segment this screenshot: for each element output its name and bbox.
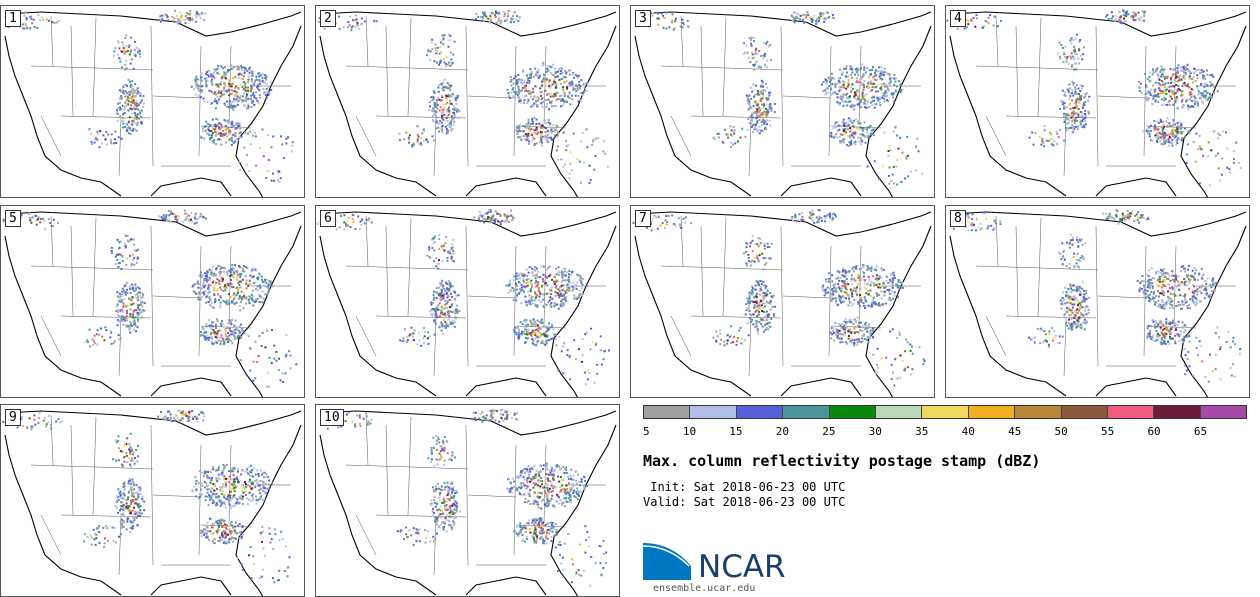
member-label: 3 bbox=[635, 10, 651, 27]
colorbar-segment bbox=[1200, 406, 1247, 418]
coastline bbox=[949, 11, 1247, 197]
stamp-panel: 3 bbox=[630, 5, 935, 198]
coastline bbox=[4, 211, 302, 397]
stamp-panel: 4 bbox=[945, 5, 1250, 198]
stamp-map bbox=[319, 408, 617, 596]
colorbar-ticks: 5 10 15 20 25 30 35 40 45 50 55 60 65 bbox=[643, 425, 1247, 439]
stamp-map bbox=[2, 209, 302, 397]
coastline bbox=[319, 11, 617, 197]
state-borders bbox=[345, 15, 606, 177]
colorbar-tick-label: 5 bbox=[643, 425, 650, 438]
colorbar-tick-label: 15 bbox=[729, 425, 743, 438]
colorbar-segment bbox=[829, 406, 876, 418]
member-label: 2 bbox=[320, 10, 336, 27]
ncar-logo-icon bbox=[643, 541, 691, 580]
stamp-map bbox=[317, 10, 617, 197]
coastline bbox=[634, 11, 932, 197]
colorbar-tick-label: 45 bbox=[1008, 425, 1022, 438]
coastline bbox=[319, 211, 617, 397]
reflectivity-field bbox=[949, 208, 1242, 383]
member-label: 6 bbox=[320, 210, 336, 227]
coastline bbox=[319, 410, 617, 596]
state-borders bbox=[30, 414, 291, 576]
coastline bbox=[4, 11, 302, 197]
colorbar-tick-label: 35 bbox=[915, 425, 929, 438]
reflectivity-field bbox=[4, 9, 294, 183]
init-time: Init: Sat 2018-06-23 00 UTC bbox=[643, 480, 846, 494]
reflectivity-field bbox=[946, 9, 1242, 187]
figure-title: Max. column reflectivity postage stamp (… bbox=[643, 452, 1041, 470]
colorbar-tick-label: 30 bbox=[868, 425, 882, 438]
colorbar-tick-label: 10 bbox=[682, 425, 697, 438]
site-url: ensemble.ucar.edu bbox=[653, 583, 756, 594]
member-label: 4 bbox=[950, 10, 966, 27]
state-borders bbox=[660, 215, 921, 377]
stamp-map bbox=[316, 209, 617, 397]
coastline bbox=[634, 211, 932, 397]
colorbar-tick-label: 50 bbox=[1054, 425, 1068, 438]
colorbar-segment bbox=[875, 406, 923, 418]
colorbar-tick-label: 40 bbox=[961, 425, 975, 438]
reflectivity-field bbox=[316, 209, 610, 386]
colorbar-segment bbox=[922, 406, 969, 418]
stamp-map bbox=[634, 11, 932, 197]
reflectivity-field bbox=[632, 209, 926, 387]
stamp-map bbox=[949, 208, 1247, 397]
colorbar-segment bbox=[1015, 406, 1062, 418]
stamp-panel: 10 bbox=[315, 404, 620, 597]
coastline bbox=[4, 410, 302, 596]
member-label: 1 bbox=[5, 10, 21, 27]
reflectivity-field bbox=[317, 10, 609, 184]
member-label: 8 bbox=[950, 210, 966, 227]
colorbar-tick-label: 20 bbox=[775, 425, 789, 438]
colorbar-segment bbox=[690, 406, 737, 418]
member-label: 5 bbox=[5, 210, 21, 227]
coastline bbox=[949, 211, 1247, 397]
colorbar-segment bbox=[1061, 406, 1108, 418]
stamp-panel: 7 bbox=[630, 205, 935, 398]
colorbar-tick-label: 55 bbox=[1100, 425, 1115, 438]
member-label: 9 bbox=[5, 409, 21, 426]
stamp-map bbox=[2, 409, 302, 596]
state-borders bbox=[975, 215, 1236, 377]
colorbar-segment bbox=[783, 406, 830, 418]
reflectivity-field bbox=[2, 409, 291, 584]
colorbar-segment bbox=[736, 406, 784, 418]
reflectivity-field bbox=[635, 11, 924, 186]
colorbar-tick-label: 65 bbox=[1193, 425, 1208, 438]
stamp-panel: 5 bbox=[0, 205, 305, 398]
colorbar-segment bbox=[1107, 406, 1155, 418]
stamp-panel: 1 bbox=[0, 5, 305, 198]
stamp-panel: 9 bbox=[0, 404, 305, 597]
reflectivity-field bbox=[326, 408, 608, 587]
member-label: 7 bbox=[635, 210, 651, 227]
stamp-map bbox=[632, 209, 932, 397]
colorbar-segment bbox=[1154, 406, 1201, 418]
state-borders bbox=[345, 414, 606, 576]
stamp-map bbox=[946, 9, 1247, 197]
colorbar bbox=[643, 405, 1247, 419]
valid-time: Valid: Sat 2018-06-23 00 UTC bbox=[643, 495, 846, 509]
stamp-map bbox=[4, 9, 302, 197]
colorbar-tick-label: 25 bbox=[822, 425, 836, 438]
colorbar-segment bbox=[644, 406, 691, 418]
stamp-panel: 6 bbox=[315, 205, 620, 398]
colorbar-segment bbox=[968, 406, 1016, 418]
state-borders bbox=[975, 15, 1236, 177]
reflectivity-field bbox=[2, 209, 298, 388]
stamp-panel: 2 bbox=[315, 5, 620, 198]
ncar-logo-text: NCAR bbox=[698, 549, 786, 585]
member-label: 10 bbox=[320, 409, 344, 426]
stamp-panel: 8 bbox=[945, 205, 1250, 398]
colorbar-tick-label: 60 bbox=[1147, 425, 1161, 438]
